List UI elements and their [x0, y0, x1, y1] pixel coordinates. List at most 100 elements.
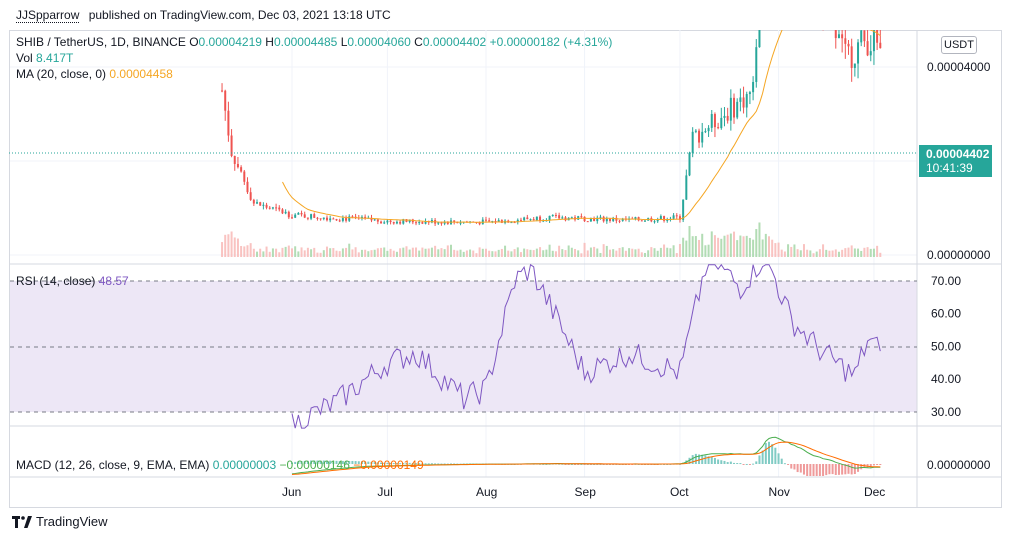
- macd-hist-bar: [577, 464, 580, 465]
- volume-bar: [707, 244, 710, 257]
- macd-hist-bar: [818, 464, 821, 476]
- candle-body: [666, 219, 669, 221]
- rsi-legend[interactable]: RSI (14, close) 48.57: [16, 274, 129, 288]
- volume-bar: [287, 245, 290, 257]
- candle-body: [640, 220, 643, 222]
- candle-body: [386, 220, 389, 223]
- volume-bar: [828, 250, 831, 257]
- volume-bar: [570, 247, 573, 257]
- volume-bar: [656, 250, 659, 257]
- macd-hist-bar: [847, 464, 850, 474]
- candle-body: [688, 152, 691, 176]
- macd-hist-bar: [837, 464, 840, 475]
- macd-hist-bar: [755, 461, 758, 464]
- candle-body: [243, 171, 246, 182]
- volume-bar: [548, 244, 551, 257]
- currency-button[interactable]: USDT: [941, 36, 977, 54]
- volume-bar: [523, 248, 526, 257]
- macd-hist-bar: [698, 454, 701, 464]
- candle-body: [745, 94, 748, 108]
- candle-body: [300, 212, 303, 215]
- volume-bar: [354, 247, 357, 257]
- candle-body: [402, 219, 405, 224]
- candle-body: [678, 216, 681, 220]
- volume-bar: [504, 245, 507, 257]
- price-tick-label: 0.00000000: [927, 248, 991, 262]
- candle-body: [551, 214, 554, 216]
- volume-bar: [609, 249, 611, 257]
- change-value: +0.00000182 (+4.31%): [489, 35, 613, 49]
- macd-hist-bar: [291, 462, 293, 464]
- candle-body: [284, 211, 287, 214]
- candle-body: [570, 217, 573, 219]
- volume-bar: [411, 247, 414, 257]
- candle-body: [726, 115, 729, 121]
- volume-legend[interactable]: Vol 8.417T: [16, 51, 73, 65]
- symbol-label[interactable]: SHIB / TetherUS, 1D, BINANCE: [16, 35, 186, 49]
- footer-brand[interactable]: TradingView: [12, 514, 108, 529]
- volume-bar: [240, 245, 243, 257]
- high-value: 0.00004485: [273, 35, 338, 49]
- volume-bar: [443, 249, 446, 257]
- volume-bar: [739, 235, 742, 257]
- volume-bar: [841, 249, 844, 257]
- macd-hist-bar: [325, 460, 328, 464]
- volume-bar: [698, 239, 701, 257]
- macd-hist-bar: [437, 463, 440, 465]
- volume-bar: [481, 248, 484, 257]
- volume-bar: [774, 243, 777, 257]
- volume-bar: [682, 237, 685, 257]
- candle-body: [256, 202, 259, 204]
- volume-bar: [752, 239, 755, 257]
- volume-bar: [475, 253, 478, 257]
- macd-hist-bar: [338, 461, 341, 464]
- rsi-tick-label: 60.00: [931, 307, 961, 321]
- publish-header: JJSpparrow published on TradingView.com,…: [0, 0, 1012, 30]
- candle-body: [437, 222, 440, 224]
- author-name[interactable]: JJSpparrow: [16, 8, 80, 23]
- macd-hist-bar: [424, 463, 427, 465]
- chart-canvas[interactable]: 0.000080000.000060000.000040000.00002000…: [9, 30, 1002, 508]
- volume-bar: [647, 250, 650, 257]
- macd-hist-bar: [300, 460, 303, 464]
- macd-hist-bar: [793, 464, 796, 470]
- macd-hist-bar: [316, 460, 319, 464]
- volume-bar: [688, 225, 691, 257]
- rsi-value: 48.57: [98, 274, 129, 288]
- candle-body: [268, 207, 271, 209]
- macd-hist-bar: [542, 463, 545, 465]
- volume-bar: [262, 251, 265, 257]
- ma-legend[interactable]: MA (20, close, 0) 0.00004458: [16, 67, 173, 81]
- candle-body: [857, 42, 860, 64]
- volume-bar: [831, 250, 834, 257]
- macd-legend[interactable]: MACD (12, 26, close, 9, EMA, EMA) 0.0000…: [16, 458, 424, 472]
- macd-hist-bar: [844, 464, 847, 475]
- time-tick-label: Dec: [864, 485, 885, 499]
- low-label: L: [340, 35, 348, 49]
- candle-body: [663, 216, 666, 221]
- volume-bar: [628, 248, 631, 257]
- candle-body: [866, 41, 869, 56]
- volume-bar: [532, 250, 535, 257]
- candle-body: [392, 222, 395, 224]
- volume-bar: [291, 248, 293, 257]
- volume-bar: [634, 249, 637, 257]
- candle-body: [602, 216, 605, 222]
- macd-hist-bar: [710, 456, 713, 464]
- macd-hist-bar: [351, 460, 354, 464]
- macd-hist-bar: [329, 460, 332, 464]
- candle-body: [659, 216, 662, 220]
- volume-bar: [815, 251, 818, 257]
- last-price-tag: 0.00004402 10:41:39: [919, 145, 992, 177]
- price-legend[interactable]: SHIB / TetherUS, 1D, BINANCE O0.00004219…: [16, 35, 612, 49]
- rsi-line: [291, 263, 881, 429]
- macd-hist-bar: [434, 463, 437, 465]
- rsi-tick-label: 30.00: [931, 405, 961, 419]
- chart-frame[interactable]: [9, 30, 1002, 508]
- volume-bar: [618, 247, 621, 257]
- candle-body: [348, 216, 351, 221]
- volume-bar: [373, 249, 376, 257]
- candle-body: [297, 212, 300, 215]
- candle-body: [876, 30, 879, 43]
- candle-body: [847, 43, 850, 47]
